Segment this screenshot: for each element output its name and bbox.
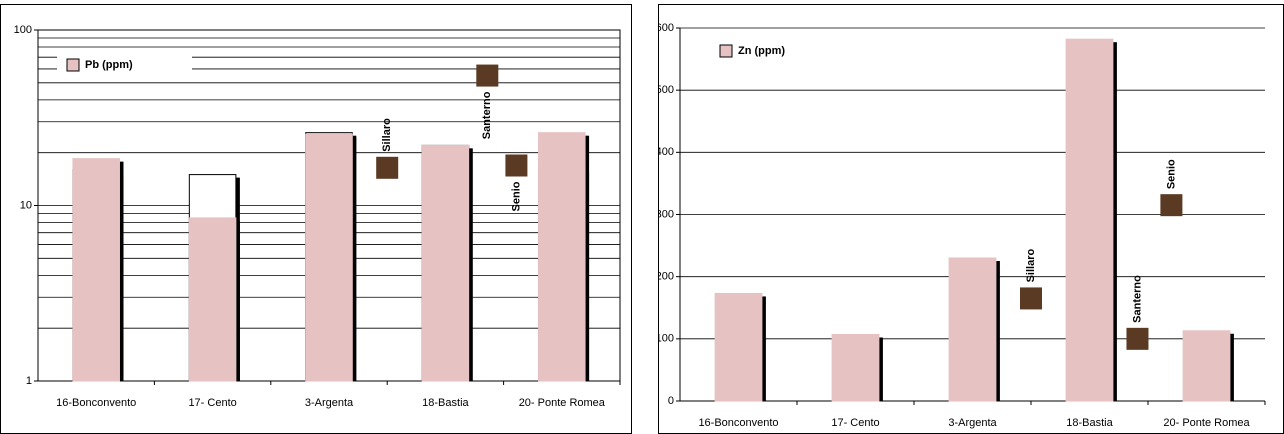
x-tick-label: 20- Ponte Romea — [519, 397, 606, 409]
x-tick-label: 17- Cento — [831, 417, 879, 429]
bar — [949, 258, 996, 401]
y-tick-label: 100 — [658, 333, 674, 345]
y-tick-label: 1 — [26, 375, 32, 387]
x-tick-label: 18-Bastia — [422, 397, 469, 409]
pb-chart: 1 10 100 16-Bonconvento 17- Cento 3-Argenta 18… — [0, 0, 632, 434]
x-tick-label: 18-Bastia — [1066, 417, 1113, 429]
y-tick-label: 400 — [658, 146, 674, 158]
y-tick-label: 100 — [14, 24, 32, 36]
y-tick-label: 600 — [658, 22, 674, 34]
x-tick-label: 20- Ponte Romea — [1163, 417, 1250, 429]
point-label: Sillaro — [381, 118, 393, 152]
x-tick-label: 16-Bonconvento — [698, 417, 778, 429]
x-tick-label: 3-Argenta — [948, 417, 997, 429]
point-marker — [1160, 194, 1182, 216]
point-label: Senio — [1165, 159, 1177, 189]
page: 1 10 100 16-Bonconvento 17- Cento 3-Argenta 18… — [0, 0, 1284, 434]
x-tick-label: 16-Bonconvento — [56, 397, 136, 409]
x-tick-label: 3-Argenta — [305, 397, 354, 409]
bar — [306, 134, 353, 381]
y-tick-label: 0 — [668, 395, 674, 407]
point-label: Santerno — [1131, 275, 1143, 323]
y-tick-label: 500 — [658, 84, 674, 96]
legend-swatch — [67, 59, 79, 71]
bar — [1066, 39, 1113, 401]
point-label: Santerno — [481, 91, 493, 139]
point-label: Sillaro — [1025, 249, 1037, 283]
y-tick-label: 300 — [658, 208, 674, 220]
point-marker — [505, 155, 527, 177]
bar — [422, 145, 469, 381]
bar — [73, 159, 120, 381]
y-tick-label: 10 — [20, 199, 32, 211]
point-marker — [1020, 287, 1042, 309]
point-marker — [1126, 328, 1148, 350]
bar — [539, 133, 586, 381]
point-label: Senio — [510, 181, 522, 211]
bar — [832, 334, 879, 401]
x-tick-label: 17- Cento — [188, 397, 236, 409]
point-marker — [376, 157, 398, 179]
bar — [189, 218, 236, 381]
bar — [715, 293, 762, 401]
bar — [1183, 331, 1230, 401]
legend-label: Zn (ppm) — [738, 45, 785, 57]
legend-swatch — [720, 45, 732, 57]
y-tick-label: 200 — [658, 271, 674, 283]
point-marker — [476, 65, 498, 87]
zn-chart: 0 100 200 300 400 500 600 16-Bonconvento 17- Cen… — [658, 0, 1284, 434]
legend-label: Pb (ppm) — [85, 59, 133, 71]
